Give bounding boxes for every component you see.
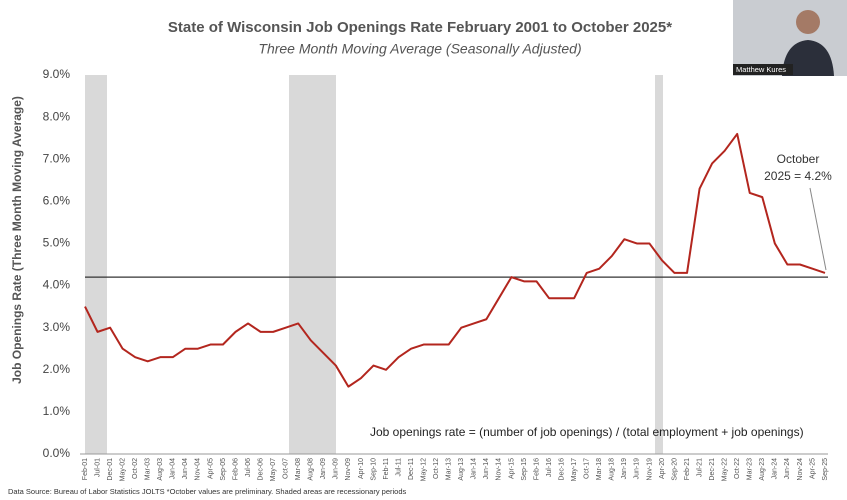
x-tick-label: Sep-20 [671, 458, 678, 481]
y-tick-label: 6.0% [43, 194, 71, 208]
x-tick-label: Jul-21 [696, 458, 703, 477]
y-tick-label: 3.0% [43, 320, 71, 334]
formula: Job openings rate = (number of job openi… [370, 425, 804, 439]
x-tick-label: Dec-16 [558, 458, 565, 481]
x-tick-label: Mar-23 [747, 458, 754, 480]
x-tick-label: Sep-10 [370, 458, 377, 481]
x-tick-label: Nov-24 [797, 458, 804, 481]
y-tick-label: 5.0% [43, 236, 71, 250]
x-tick-label: Jun-14 [483, 458, 490, 480]
x-tick-label: May-17 [571, 458, 578, 481]
x-tick-label: Feb-16 [533, 458, 540, 480]
x-tick-label: Jul-06 [245, 458, 252, 477]
x-tick-label: Jun-09 [333, 458, 340, 480]
x-tick-label: Mar-18 [596, 458, 603, 480]
x-tick-label: Dec-21 [709, 458, 716, 481]
x-tick-label: May-07 [270, 458, 277, 481]
x-tick-label: Jun-04 [182, 458, 189, 480]
x-tick-label: Aug-08 [308, 458, 315, 481]
x-tick-label: Apr-25 [809, 458, 816, 479]
annotation-arrow [809, 187, 827, 271]
x-tick-label: Sep-05 [220, 458, 227, 481]
x-tick-label: May-02 [119, 458, 126, 481]
speaker-body [782, 40, 834, 76]
x-tick-label: Oct-07 [283, 458, 290, 479]
source-note: Data Source: Bureau of Labor Statistics … [8, 487, 407, 496]
y-tick-label: 0.0% [43, 446, 71, 460]
x-tick-label: Jul-11 [395, 458, 402, 477]
annotation: October [777, 152, 820, 166]
chart-title: State of Wisconsin Job Openings Rate Feb… [168, 19, 672, 36]
x-tick-label: Apr-20 [659, 458, 666, 479]
x-tick-label: Oct-17 [584, 458, 591, 479]
y-tick-label: 4.0% [43, 278, 71, 292]
speaker-head [796, 10, 820, 34]
x-tick-label: Apr-15 [508, 458, 515, 479]
y-tick-label: 9.0% [43, 67, 71, 81]
x-tick-label: Aug-13 [458, 458, 465, 481]
speaker-tag [733, 64, 793, 75]
x-tick-label: Jun-19 [634, 458, 641, 480]
x-tick-label: Jan-24 [772, 458, 779, 480]
x-tick-label: Aug-03 [157, 458, 164, 481]
x-tick-label: Jan-14 [471, 458, 478, 480]
x-tick-label: Nov-19 [646, 458, 653, 481]
x-tick-label: Oct-02 [132, 458, 139, 479]
x-tick-label: Jul-01 [94, 458, 101, 477]
x-tick-label: Dec-06 [257, 458, 264, 481]
y-axis-label: Job Openings Rate (Three Month Moving Av… [10, 96, 24, 384]
x-tick-label: Apr-05 [207, 458, 214, 479]
y-tick-label: 2.0% [43, 362, 71, 376]
x-tick-label: Mar-03 [145, 458, 152, 480]
x-tick-label: Nov-04 [195, 458, 202, 481]
x-tick-label: Jan-19 [621, 458, 628, 480]
x-tick-label: Sep-25 [822, 458, 829, 481]
x-tick-label: Aug-18 [609, 458, 616, 481]
x-tick-label: Mar-13 [446, 458, 453, 480]
x-tick-label: Aug-23 [759, 458, 766, 481]
x-tick-label: May-12 [420, 458, 427, 481]
y-tick-label: 1.0% [43, 404, 71, 418]
x-tick-label: Sep-15 [521, 458, 528, 481]
x-tick-label: Jan-04 [170, 458, 177, 480]
x-tick-label: Feb-06 [232, 458, 239, 480]
x-tick-label: May-22 [722, 458, 729, 481]
x-tick-label: Nov-09 [345, 458, 352, 481]
x-tick-label: Feb-01 [82, 458, 89, 480]
x-tick-label: Apr-10 [358, 458, 365, 479]
x-tick-label: Dec-01 [107, 458, 114, 481]
data-line [84, 132, 826, 388]
x-tick-label: Mar-08 [295, 458, 302, 480]
x-tick-label: Nov-14 [496, 458, 503, 481]
x-tick-label: Feb-21 [684, 458, 691, 480]
x-tick-label: Oct-12 [433, 458, 440, 479]
y-tick-label: 7.0% [43, 151, 71, 165]
annotation: 2025 = 4.2% [764, 169, 832, 183]
recession-shade [655, 75, 663, 454]
recession-shade [289, 75, 336, 454]
x-tick-label: Feb-11 [383, 458, 390, 480]
x-tick-label: Jan-09 [320, 458, 327, 480]
speaker-name: Matthew Kures [736, 65, 786, 74]
recession-shade [85, 75, 107, 454]
x-tick-label: Oct-22 [734, 458, 741, 479]
chart-subtitle: Three Month Moving Average (Seasonally A… [258, 41, 581, 57]
x-tick-label: Dec-11 [408, 458, 415, 480]
x-tick-label: Jul-16 [546, 458, 553, 477]
x-tick-label: Jun-24 [784, 458, 791, 480]
y-tick-label: 8.0% [43, 109, 71, 123]
